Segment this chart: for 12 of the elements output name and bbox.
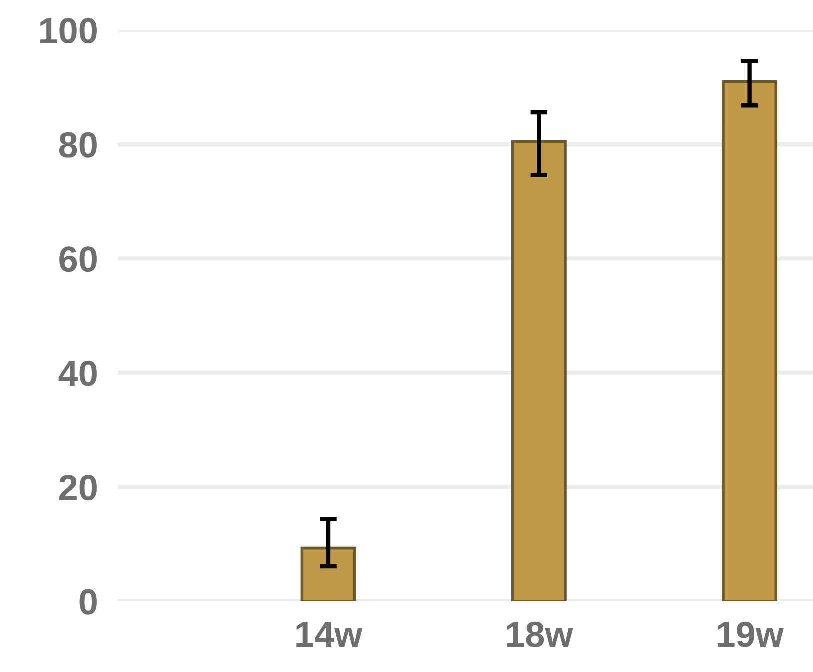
x-tick-label: 14w <box>296 622 363 648</box>
x-tick-label: 18w <box>507 622 574 648</box>
y-tick-label: 100 <box>40 18 97 44</box>
y-tick-label: 40 <box>58 360 97 386</box>
bar <box>722 80 778 602</box>
y-tick-label: 80 <box>59 132 97 158</box>
y-tick-label: 60 <box>60 246 97 272</box>
x-tick-label: 19w <box>718 622 784 648</box>
bar <box>511 140 567 602</box>
bar <box>300 546 356 602</box>
y-tick-label: 0 <box>80 589 97 615</box>
y-tick-label: 20 <box>60 475 97 501</box>
